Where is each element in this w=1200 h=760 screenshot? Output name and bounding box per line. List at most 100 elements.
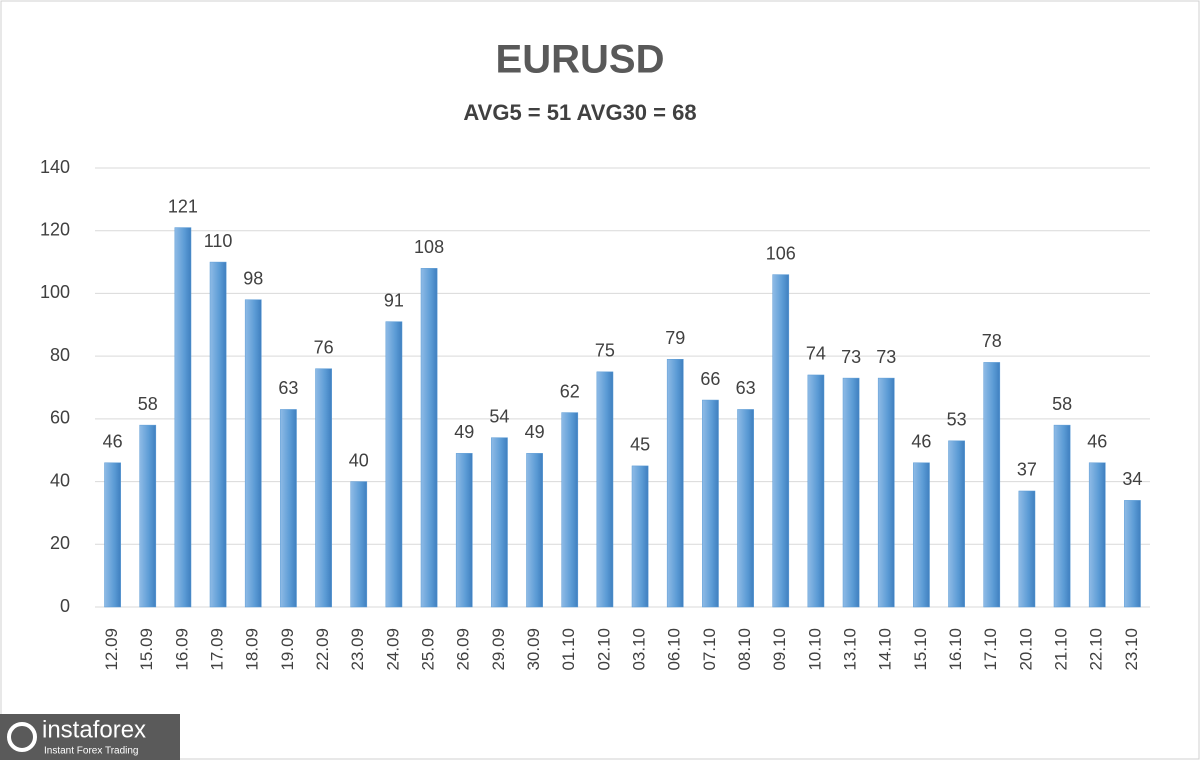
x-tick-label: 03.10 <box>630 628 649 671</box>
x-tick-label: 17.10 <box>981 628 1000 671</box>
bar <box>1124 500 1141 608</box>
bar <box>948 440 965 608</box>
x-tick-label: 19.09 <box>278 628 297 671</box>
logo: instaforex Instant Forex Trading <box>0 714 180 760</box>
y-tick-label: 100 <box>40 282 70 302</box>
x-tick-label: 24.09 <box>383 628 402 671</box>
data-label: 40 <box>349 450 369 470</box>
data-label: 58 <box>138 394 158 414</box>
x-tick-label: 20.10 <box>1016 628 1035 671</box>
x-tick-label: 17.09 <box>208 628 227 671</box>
bar <box>596 371 614 608</box>
bar <box>350 481 368 608</box>
x-tick-label: 13.10 <box>841 628 860 671</box>
y-tick-label: 140 <box>40 157 70 177</box>
bar <box>631 465 649 608</box>
logo-icon <box>7 722 37 752</box>
x-tick-label: 06.10 <box>665 628 684 671</box>
bar <box>737 409 754 608</box>
x-tick-label: 16.10 <box>946 628 965 671</box>
bar <box>244 299 262 608</box>
chart-subtitle: AVG5 = 51 AVG30 = 68 <box>463 100 696 125</box>
data-label: 34 <box>1122 469 1142 489</box>
y-tick-label: 0 <box>60 596 70 616</box>
data-label: 53 <box>947 410 967 430</box>
x-tick-label: 29.09 <box>489 628 508 671</box>
bar <box>139 424 157 608</box>
data-label: 98 <box>243 268 263 288</box>
x-tick-label: 07.10 <box>700 628 719 671</box>
bar <box>807 374 825 608</box>
logo-background <box>0 714 180 760</box>
data-label: 46 <box>103 432 123 452</box>
x-tick-label: 08.10 <box>735 628 754 671</box>
bar <box>561 412 579 608</box>
x-tick-label: 25.09 <box>419 628 438 671</box>
bar <box>455 453 473 608</box>
bar <box>842 377 860 608</box>
data-label: 75 <box>595 341 615 361</box>
data-label: 73 <box>841 347 861 367</box>
data-label: 63 <box>278 378 298 398</box>
y-tick-label: 20 <box>50 533 70 553</box>
x-tick-label: 30.09 <box>524 628 543 671</box>
bar <box>666 359 684 608</box>
x-tick-label: 21.10 <box>1052 628 1071 671</box>
data-label: 76 <box>314 337 334 357</box>
x-tick-label: 22.10 <box>1087 628 1106 671</box>
chart-title: EURUSD <box>496 38 665 82</box>
data-label: 46 <box>1087 432 1107 452</box>
bar <box>913 462 930 608</box>
bar <box>174 227 192 608</box>
data-label: 91 <box>384 290 404 310</box>
bar <box>983 362 1001 608</box>
x-tick-label: 14.10 <box>876 628 895 671</box>
logo-tagline: Instant Forex Trading <box>44 746 139 757</box>
data-label: 110 <box>204 231 233 251</box>
y-tick-label: 40 <box>50 470 70 490</box>
bar <box>526 453 543 608</box>
data-label: 74 <box>806 344 826 364</box>
x-tick-label: 01.10 <box>559 628 578 671</box>
data-label: 58 <box>1052 394 1072 414</box>
x-tick-label: 15.09 <box>137 628 156 671</box>
data-label: 66 <box>700 369 720 389</box>
data-label: 45 <box>630 435 650 455</box>
x-tick-label: 16.09 <box>172 628 191 671</box>
bar <box>772 274 790 608</box>
bar <box>315 368 332 608</box>
bar <box>104 462 121 608</box>
data-label: 37 <box>1017 460 1037 480</box>
data-label: 73 <box>876 347 896 367</box>
x-tick-label: 26.09 <box>454 628 473 671</box>
data-label: 108 <box>414 237 444 257</box>
bar <box>280 409 297 608</box>
data-label: 49 <box>454 422 474 442</box>
data-label: 62 <box>560 381 580 401</box>
bar <box>209 261 227 608</box>
bar <box>877 377 895 608</box>
logo-name: instaforex <box>42 716 146 743</box>
bar <box>385 321 403 608</box>
data-label: 49 <box>525 422 545 442</box>
bar <box>702 399 719 608</box>
x-tick-label: 12.09 <box>102 628 121 671</box>
data-label: 63 <box>736 378 756 398</box>
x-tick-label: 23.10 <box>1122 628 1141 671</box>
bar <box>1053 424 1071 608</box>
data-label: 79 <box>665 328 685 348</box>
data-label: 121 <box>168 196 198 216</box>
x-tick-label: 09.10 <box>770 628 789 671</box>
y-tick-label: 120 <box>40 219 70 239</box>
x-tick-label: 10.10 <box>805 628 824 671</box>
bar <box>491 437 508 608</box>
bar <box>1018 490 1036 608</box>
data-label: 106 <box>766 243 796 263</box>
x-tick-label: 18.09 <box>243 628 262 671</box>
bar <box>1088 462 1106 608</box>
x-tick-label: 15.10 <box>911 628 930 671</box>
data-label: 46 <box>911 432 931 452</box>
bar <box>420 268 438 608</box>
data-label: 78 <box>982 331 1002 351</box>
